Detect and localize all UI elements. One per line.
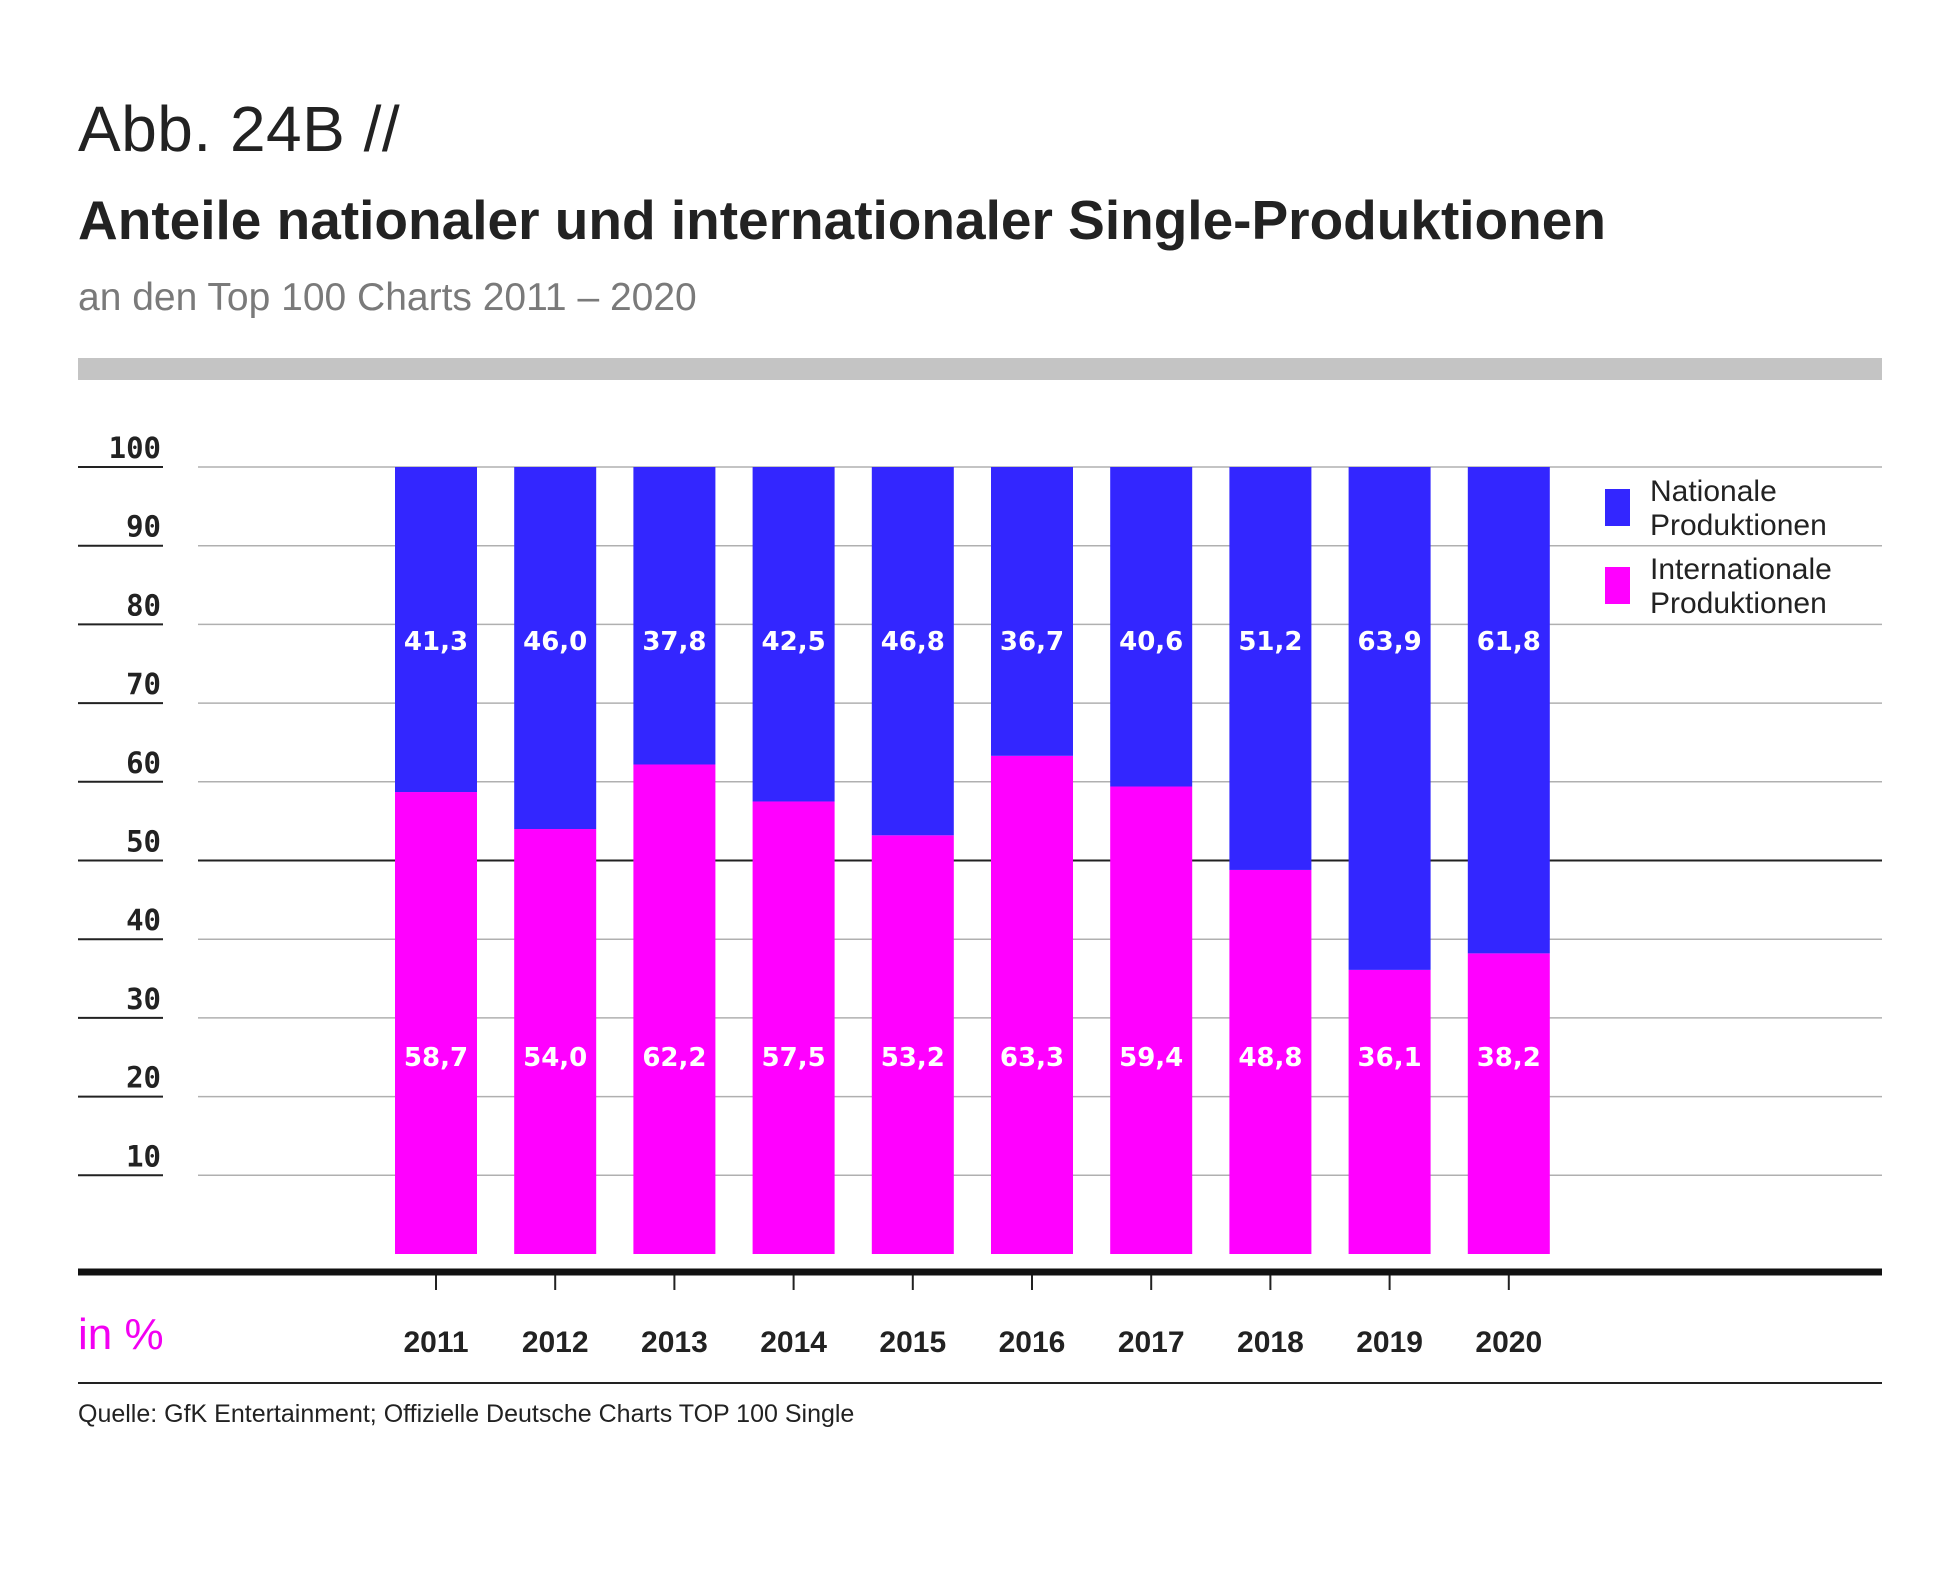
data-label: 37,8	[642, 627, 706, 657]
bar-internationale	[1229, 869, 1312, 1254]
x-tick-label: 2020	[1475, 1326, 1542, 1359]
bar-internationale	[991, 755, 1073, 1254]
y-tick-label: 100	[109, 431, 161, 465]
x-tick-label: 2017	[1118, 1326, 1185, 1359]
footer-rule	[78, 1382, 1882, 1384]
data-label: 58,7	[404, 1043, 468, 1073]
y-tick-label: 70	[126, 667, 161, 701]
data-label: 63,3	[1000, 1043, 1064, 1073]
x-tick-label: 2016	[999, 1326, 1066, 1359]
y-tick-label: 60	[126, 746, 161, 780]
header-divider-band	[78, 358, 1882, 380]
legend-label-line2: Produktionen	[1650, 587, 1827, 620]
chart-title: Anteile nationaler und internationaler S…	[78, 189, 1606, 251]
unit-label: in %	[78, 1310, 164, 1359]
data-label: 59,4	[1119, 1043, 1183, 1073]
bar-internationale	[1348, 969, 1431, 1254]
bar-internationale	[514, 829, 597, 1254]
chart-subtitle: an den Top 100 Charts 2011 – 2020	[78, 276, 697, 319]
data-label: 36,1	[1358, 1043, 1422, 1073]
y-tick-label: 30	[126, 982, 161, 1016]
x-tick-label: 2018	[1237, 1326, 1304, 1359]
bar-nationale	[1110, 467, 1193, 787]
legend-label-line2: Produktionen	[1650, 509, 1827, 542]
data-label: 36,7	[1000, 627, 1064, 657]
data-label: 38,2	[1477, 1043, 1541, 1073]
bar-internationale	[752, 801, 835, 1254]
bar-nationale	[633, 467, 716, 765]
data-label: 46,8	[881, 627, 945, 657]
x-tick-label: 2014	[760, 1326, 827, 1359]
y-tick-label: 10	[126, 1139, 161, 1173]
x-tick-label: 2013	[641, 1326, 708, 1359]
legend-label-line1: Internationale	[1650, 553, 1832, 586]
data-label: 40,6	[1119, 627, 1183, 657]
data-label: 54,0	[523, 1043, 587, 1073]
y-tick-label: 50	[126, 825, 161, 859]
y-tick-label: 90	[126, 510, 161, 544]
data-label: 53,2	[881, 1043, 945, 1073]
bar-nationale	[395, 467, 477, 793]
bar-nationale	[752, 467, 835, 802]
bar-nationale	[991, 467, 1073, 756]
figure-label: Abb. 24B //	[78, 93, 401, 165]
legend-label-internationale: Internationale Produktionen	[1650, 553, 1890, 621]
data-label: 57,5	[762, 1043, 826, 1073]
source-note: Quelle: GfK Entertainment; Offizielle De…	[78, 1400, 855, 1428]
bar-internationale	[633, 764, 716, 1254]
data-label: 61,8	[1477, 627, 1541, 657]
data-label: 42,5	[762, 627, 826, 657]
x-tick-label: 2012	[522, 1326, 589, 1359]
data-label: 46,0	[523, 627, 587, 657]
x-tick-label: 2019	[1356, 1326, 1423, 1359]
x-tick-label: 2011	[403, 1326, 468, 1359]
bar-internationale	[1110, 786, 1193, 1254]
bar-nationale	[1348, 467, 1431, 970]
legend-swatch-nationale	[1605, 489, 1630, 526]
data-label: 48,8	[1238, 1043, 1302, 1073]
data-label: 62,2	[642, 1043, 706, 1073]
legend-swatch-internationale	[1605, 567, 1630, 604]
bar-nationale	[514, 467, 597, 830]
y-tick-label: 40	[126, 903, 161, 937]
bar-internationale	[1467, 953, 1550, 1254]
data-label: 41,3	[404, 627, 468, 657]
data-label: 51,2	[1238, 627, 1302, 657]
y-tick-label: 80	[126, 588, 161, 622]
bar-nationale	[1467, 467, 1550, 954]
y-tick-label: 20	[126, 1061, 161, 1095]
data-label: 63,9	[1358, 627, 1422, 657]
bar-nationale	[1229, 467, 1312, 870]
legend-label-line1: Nationale	[1650, 475, 1777, 508]
legend-label-nationale: Nationale Produktionen	[1650, 475, 1890, 543]
bar-internationale	[395, 792, 477, 1254]
bar-nationale	[871, 467, 954, 836]
bar-internationale	[871, 835, 954, 1254]
x-tick-label: 2015	[879, 1326, 946, 1359]
